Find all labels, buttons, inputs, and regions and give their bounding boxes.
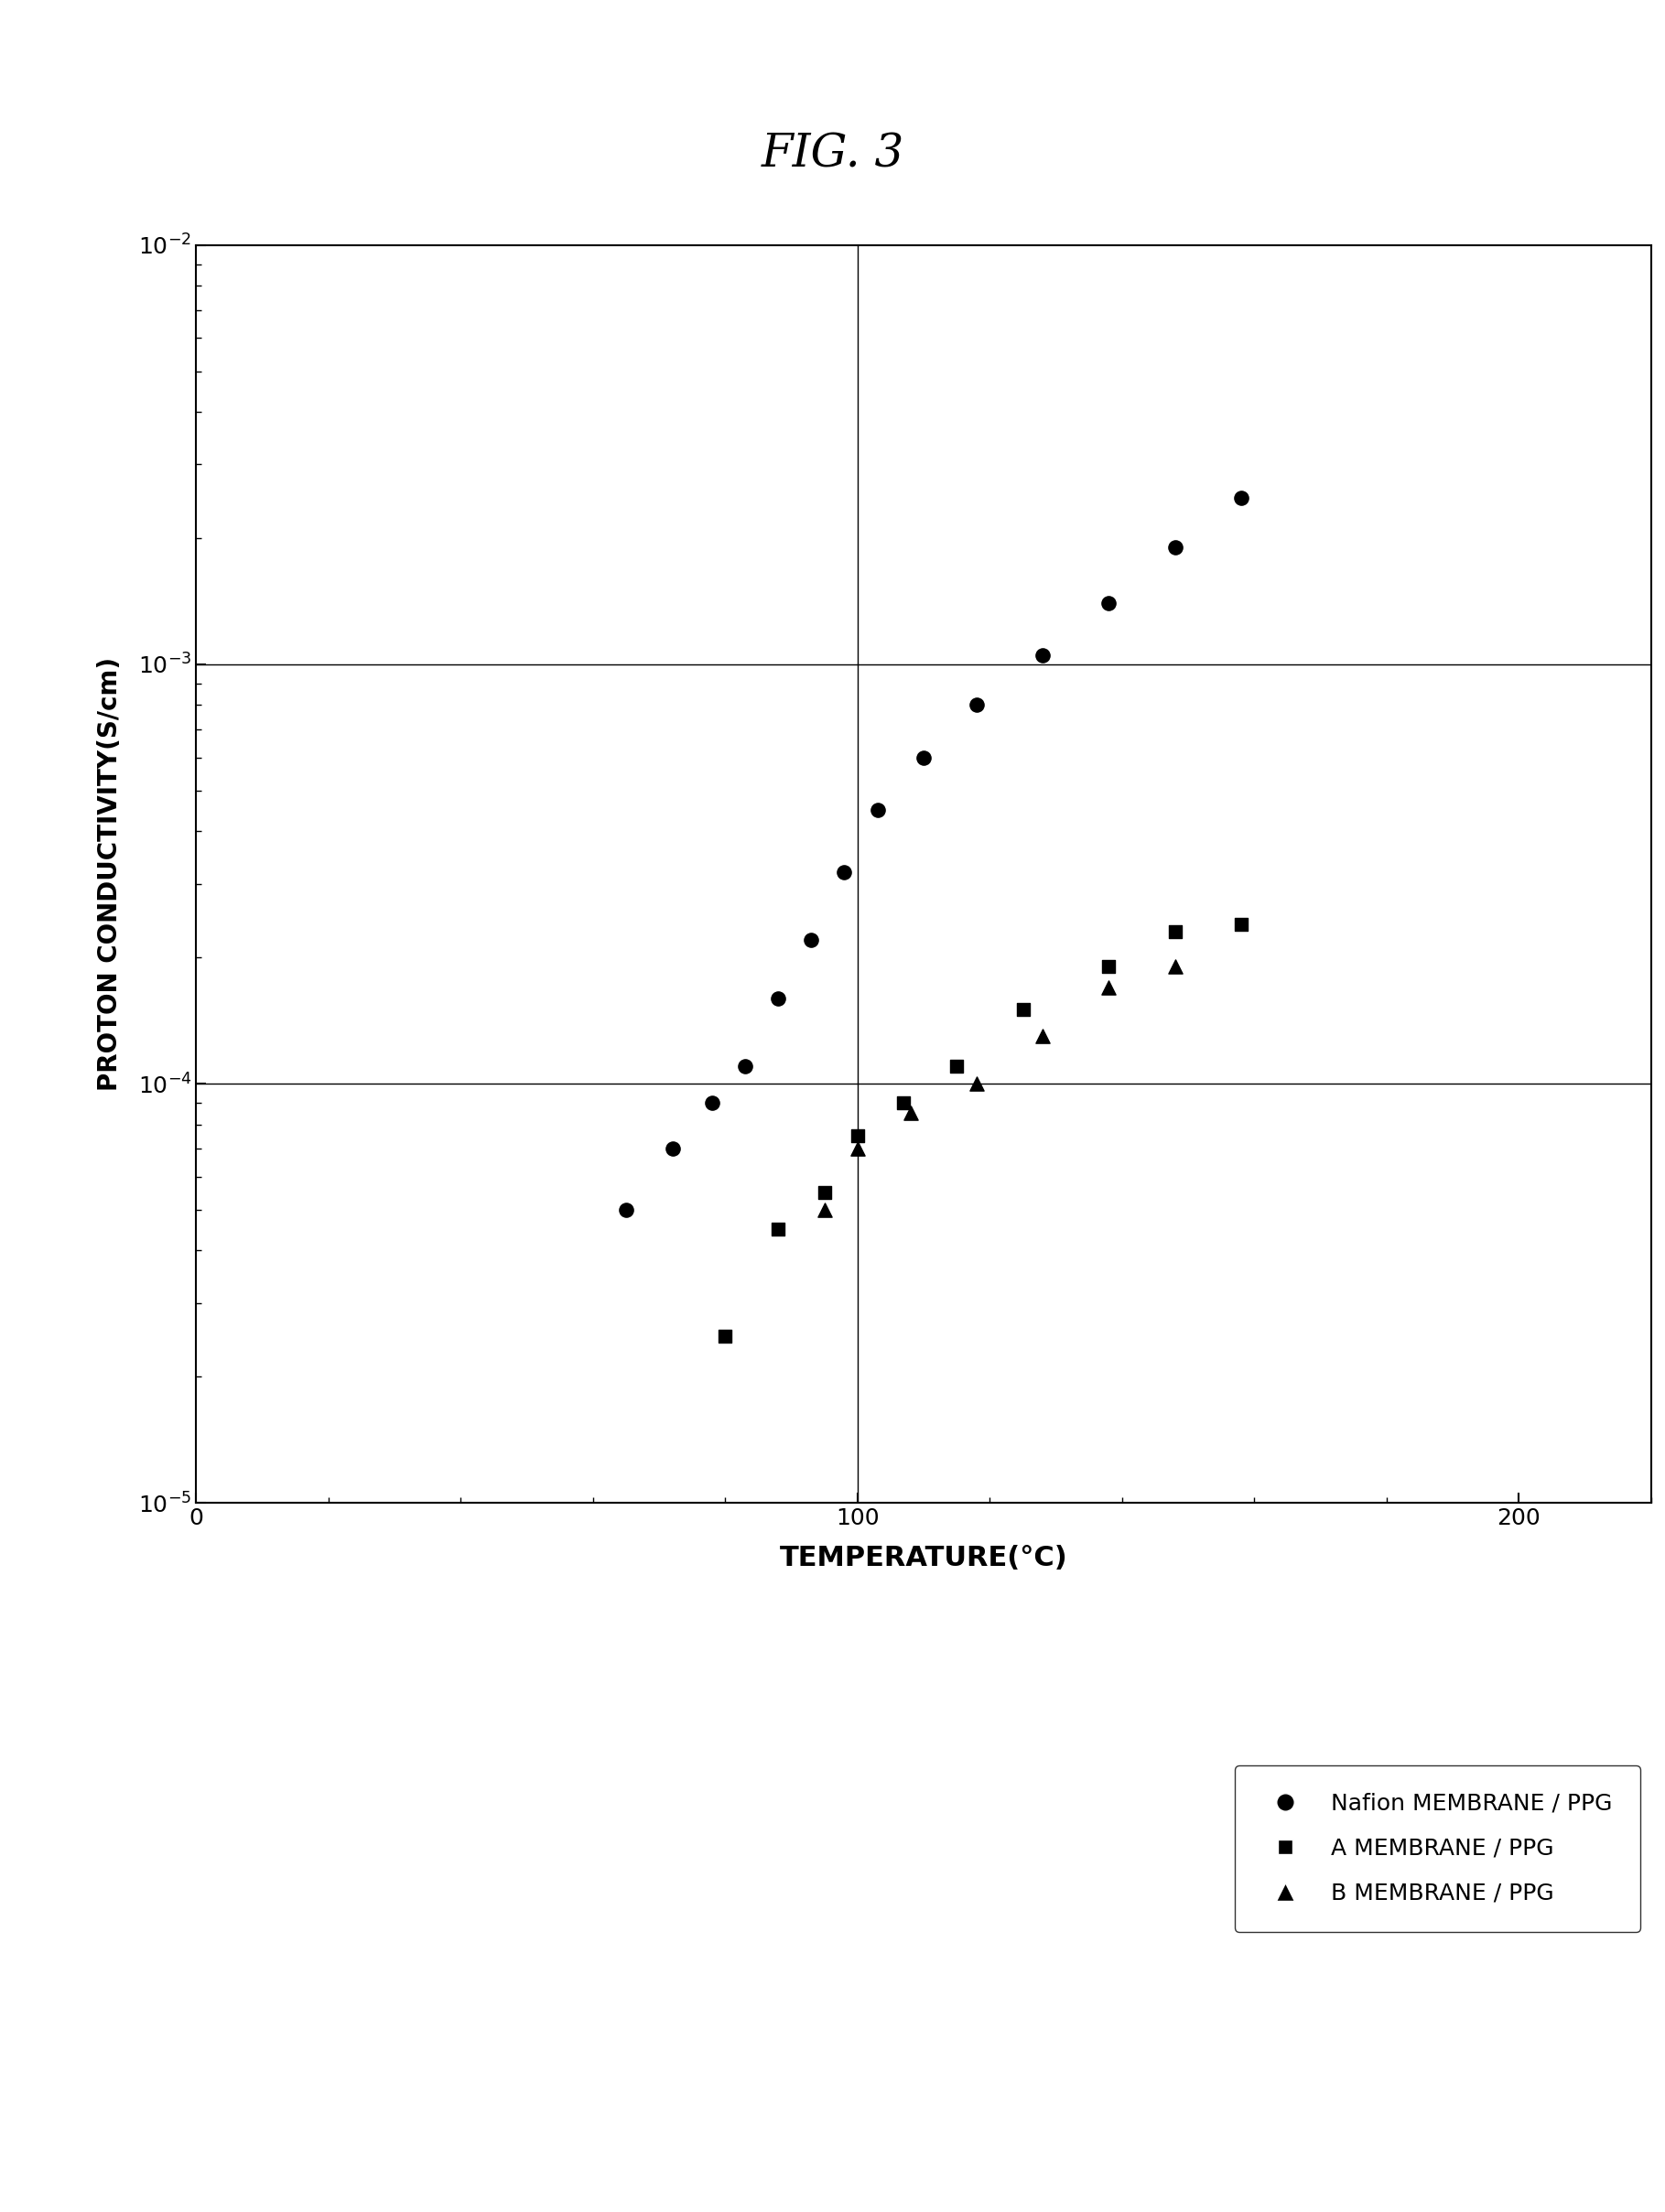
A MEMBRANE / PPG: [944, 1048, 971, 1084]
B MEMBRANE / PPG: [844, 1130, 871, 1166]
Nafion MEMBRANE / PPG: [1162, 531, 1189, 566]
B MEMBRANE / PPG: [1096, 969, 1122, 1004]
A MEMBRANE / PPG: [764, 1212, 791, 1248]
B MEMBRANE / PPG: [897, 1095, 924, 1130]
Nafion MEMBRANE / PPG: [699, 1086, 726, 1121]
Y-axis label: PROTON CONDUCTIVITY(S/cm): PROTON CONDUCTIVITY(S/cm): [97, 657, 123, 1091]
B MEMBRANE / PPG: [964, 1066, 991, 1102]
Nafion MEMBRANE / PPG: [864, 792, 891, 827]
A MEMBRANE / PPG: [891, 1086, 917, 1121]
Nafion MEMBRANE / PPG: [659, 1130, 686, 1166]
Nafion MEMBRANE / PPG: [1096, 586, 1122, 622]
Nafion MEMBRANE / PPG: [1227, 480, 1254, 515]
Nafion MEMBRANE / PPG: [764, 980, 791, 1015]
Nafion MEMBRANE / PPG: [911, 739, 937, 774]
B MEMBRANE / PPG: [1162, 949, 1189, 984]
Nafion MEMBRANE / PPG: [733, 1048, 759, 1084]
A MEMBRANE / PPG: [713, 1318, 739, 1354]
Nafion MEMBRANE / PPG: [964, 688, 991, 723]
Nafion MEMBRANE / PPG: [1029, 637, 1056, 672]
Nafion MEMBRANE / PPG: [798, 922, 824, 958]
A MEMBRANE / PPG: [1009, 993, 1036, 1029]
A MEMBRANE / PPG: [844, 1119, 871, 1155]
B MEMBRANE / PPG: [1029, 1018, 1056, 1053]
A MEMBRANE / PPG: [1096, 949, 1122, 984]
A MEMBRANE / PPG: [1162, 914, 1189, 949]
A MEMBRANE / PPG: [811, 1175, 837, 1210]
X-axis label: TEMPERATURE(°C): TEMPERATURE(°C): [779, 1544, 1067, 1571]
B MEMBRANE / PPG: [811, 1192, 837, 1228]
A MEMBRANE / PPG: [1227, 907, 1254, 942]
Text: FIG. 3: FIG. 3: [761, 133, 904, 177]
Nafion MEMBRANE / PPG: [831, 854, 857, 889]
Legend: Nafion MEMBRANE / PPG, A MEMBRANE / PPG, B MEMBRANE / PPG: Nafion MEMBRANE / PPG, A MEMBRANE / PPG,…: [1235, 1765, 1640, 1931]
Nafion MEMBRANE / PPG: [613, 1192, 639, 1228]
